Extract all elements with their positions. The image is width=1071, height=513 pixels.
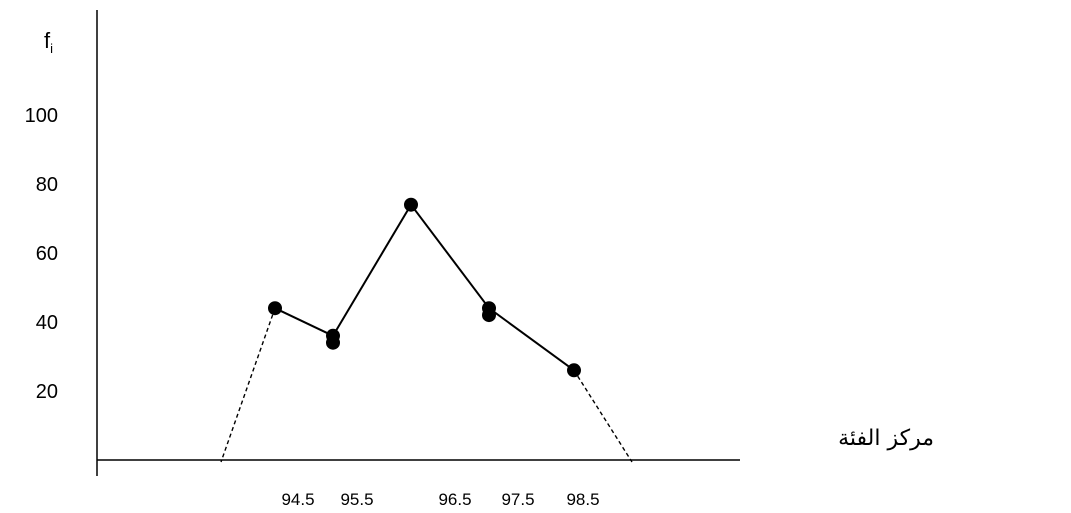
data-point [404, 197, 418, 212]
y-tick-label: 80 [36, 174, 58, 196]
x-tick-label: 98.5 [566, 490, 599, 509]
series-line-segment [274, 307, 334, 337]
data-point [326, 335, 340, 350]
x-tick-label: 95.5 [340, 490, 373, 509]
x-tick-labels: 94.5 95.5 96.5 97.5 98.5 [281, 490, 599, 509]
data-point [567, 363, 581, 378]
y-tick-label: 60 [36, 243, 58, 265]
dashed-extensions [220, 307, 633, 463]
data-point [482, 308, 496, 323]
y-axis-label-main: f [44, 28, 51, 53]
y-tick-labels: 20 40 60 80 100 [25, 105, 58, 403]
y-tick-label: 100 [25, 105, 58, 127]
y-axis-label: fi [44, 28, 53, 56]
x-tick-label: 94.5 [281, 490, 314, 509]
series-line-segment [410, 204, 490, 309]
y-axis-label-subscript: i [50, 41, 53, 56]
series-line-segment [332, 204, 412, 337]
x-axis-label: مركز الفئة [838, 426, 934, 451]
series-line-segment [488, 307, 575, 372]
dashed-extension-line [220, 307, 276, 463]
y-tick-label: 40 [36, 312, 58, 334]
x-tick-label: 96.5 [438, 490, 471, 509]
x-tick-label: 97.5 [501, 490, 534, 509]
series-markers [268, 197, 581, 378]
data-point [268, 301, 282, 316]
series-line-group [274, 204, 575, 372]
dashed-extension-line [573, 369, 633, 463]
y-tick-label: 20 [36, 381, 58, 403]
